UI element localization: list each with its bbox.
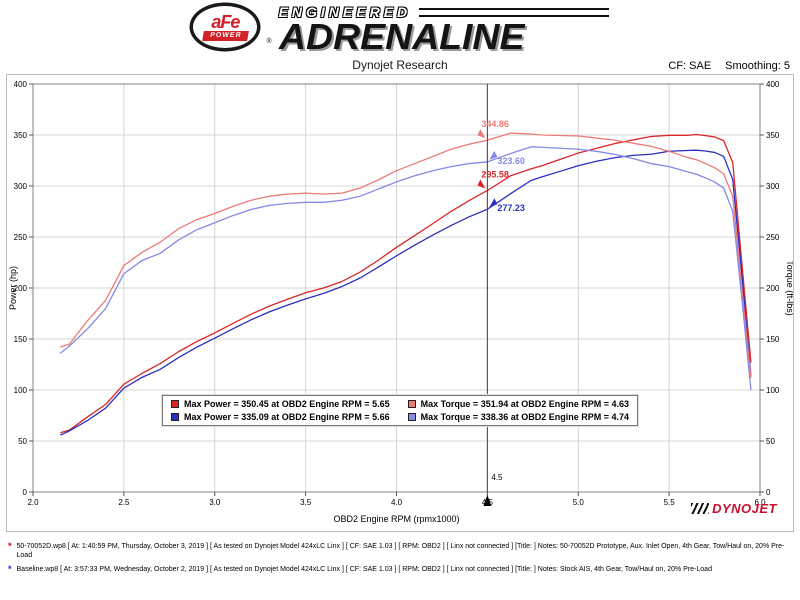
tick-label-y-left: 400: [14, 80, 28, 89]
correction-factor-info: CF: SAE Smoothing: 5: [668, 60, 790, 72]
y-axis-title-right: Torque (ft-lbs): [785, 260, 793, 316]
afe-power-banner: POWER: [201, 30, 250, 41]
legend-swatch: [407, 400, 416, 408]
tick-label-x: 5.0: [573, 498, 585, 507]
tick-label-y-right: 400: [766, 80, 780, 89]
cursor-arrow-icon: [483, 495, 492, 506]
legend-text: Max Power = 335.09 at OBD2 Engine RPM = …: [184, 412, 390, 422]
cursor-value-arrow-icon: [477, 179, 486, 189]
cursor-value-label: 295.58: [481, 170, 509, 180]
dyno-chart: 2.02.53.03.54.04.55.05.56.00050501001001…: [6, 74, 794, 532]
registered-mark: ®: [266, 38, 272, 45]
cursor-value-label: 323.60: [497, 156, 525, 166]
y-axis-title-left: Power (hp): [8, 266, 18, 310]
tick-label-y-left: 200: [14, 284, 28, 293]
curve-power-50-70052d: [60, 133, 752, 434]
curve-power-baseline: [59, 149, 752, 436]
dyno-graph[interactable]: 2.02.53.03.54.04.55.05.56.00050501001001…: [7, 75, 793, 531]
legend-item: Max Torque = 351.94 at OBD2 Engine RPM =…: [407, 399, 629, 409]
dynojet-stripes-icon: [691, 503, 710, 514]
adrenaline-text: ADRENALINE: [278, 16, 525, 57]
footnote-text: 50-70052D.wp8 [ At: 1:40:59 PM, Thursday…: [16, 543, 785, 559]
tick-label-x: 5.5: [664, 498, 676, 507]
legend-swatch: [171, 413, 179, 421]
tick-label-x: 2.5: [118, 498, 130, 507]
tick-label-y-right: 300: [766, 182, 780, 191]
tick-label-x: 3.5: [300, 498, 312, 507]
tick-label-x: 4.0: [391, 498, 403, 507]
dynojet-logo: DYNOJET: [691, 501, 777, 516]
cf-label: CF: SAE: [668, 60, 712, 72]
tick-label-y-left: 0: [23, 488, 28, 497]
footnote-baseline-run: * Baseline.wp8 [ At: 3:57:33 PM, Wednesd…: [8, 565, 792, 574]
footnote-marker-red: *: [8, 541, 12, 551]
legend-item: Max Power = 335.09 at OBD2 Engine RPM = …: [171, 412, 390, 422]
tick-label-y-right: 0: [766, 488, 771, 497]
legend-text: Max Torque = 338.36 at OBD2 Engine RPM =…: [420, 412, 629, 422]
cursor-x-label: 4.5: [491, 473, 503, 482]
legend-swatch: [407, 413, 416, 421]
legend-swatch: [171, 400, 179, 408]
tick-label-y-left: 150: [14, 335, 28, 344]
legend: Max Power = 350.45 at OBD2 Engine RPM = …: [161, 394, 639, 427]
header: aFe POWER ® ENGINEERED ADRENALINE Dynoje…: [0, 0, 800, 74]
afe-power-logo: aFe POWER: [191, 4, 260, 50]
cursor-value-label: 344.86: [481, 119, 509, 129]
footnote-marker-blue: *: [8, 564, 12, 574]
chart-subtitle: Dynojet Research: [352, 58, 448, 72]
legend-item: Max Torque = 338.36 at OBD2 Engine RPM =…: [407, 412, 629, 422]
tick-label-y-right: 250: [766, 233, 780, 242]
curve-torque-50-70052d: [60, 132, 752, 378]
cursor-value-arrow-icon: [477, 129, 486, 139]
tick-label-y-left: 300: [14, 182, 28, 191]
legend-text: Max Torque = 351.94 at OBD2 Engine RPM =…: [420, 399, 629, 409]
tick-label-y-right: 50: [766, 437, 775, 446]
tick-label-y-right: 350: [766, 131, 780, 140]
footnotes: * 50-70052D.wp8 [ At: 1:40:59 PM, Thursd…: [0, 532, 800, 574]
tick-label-x: 3.0: [209, 498, 221, 507]
tick-label-x: 6.0: [754, 498, 766, 507]
tick-label-y-left: 350: [14, 131, 28, 140]
tick-label-x: 2.0: [27, 498, 39, 507]
footnote-modified-run: * 50-70052D.wp8 [ At: 1:40:59 PM, Thursd…: [8, 542, 792, 560]
cursor-value-label: 277.23: [497, 203, 525, 213]
cursor-value-arrow-icon: [489, 150, 498, 160]
engineered-row: ENGINEERED: [279, 4, 609, 20]
legend-text: Max Power = 350.45 at OBD2 Engine RPM = …: [184, 399, 390, 409]
tick-label-y-left: 250: [14, 233, 28, 242]
speedlines-decoration: [419, 8, 609, 17]
x-axis-title: OBD2 Engine RPM (rpmx1000): [333, 514, 459, 524]
tick-label-y-left: 100: [14, 386, 28, 395]
tick-label-y-right: 150: [766, 335, 780, 344]
wordmark: ENGINEERED ADRENALINE: [279, 4, 609, 55]
tick-label-y-left: 50: [18, 437, 27, 446]
dynojet-wordmark: DYNOJET: [712, 501, 777, 516]
footnote-text: Baseline.wp8 [ At: 3:57:33 PM, Wednesday…: [16, 566, 712, 573]
brand-logo: aFe POWER ® ENGINEERED ADRENALINE: [0, 0, 800, 55]
smoothing-label: Smoothing: 5: [725, 60, 790, 72]
afe-logo-text: aFe: [211, 11, 240, 32]
engineered-text: ENGINEERED: [278, 4, 412, 20]
tick-label-y-right: 100: [766, 386, 780, 395]
tick-label-y-right: 200: [766, 284, 780, 293]
curve-torque-baseline: [59, 146, 752, 391]
cursor-value-arrow-icon: [489, 198, 498, 208]
legend-item: Max Power = 350.45 at OBD2 Engine RPM = …: [171, 399, 390, 409]
